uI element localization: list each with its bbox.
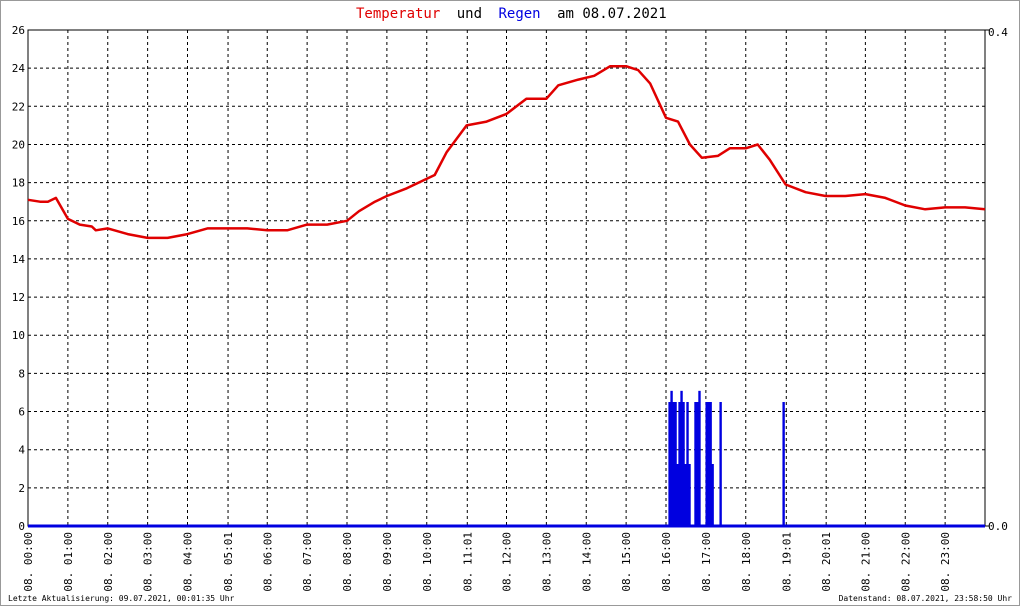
x-tick-label: 08. 01:00 [62, 532, 75, 592]
rain-bar [674, 402, 677, 526]
y-tick-label: 12 [12, 291, 25, 304]
x-tick-label: 08. 19:01 [780, 532, 793, 592]
y2-tick-label: 0.0 [988, 520, 1008, 533]
rain-bar [686, 402, 689, 526]
rain-bar [682, 402, 685, 526]
title-connector: und [457, 6, 482, 22]
y2-tick-label: 0.4 [988, 26, 1008, 39]
y-tick-label: 18 [12, 177, 25, 190]
rain-bar [696, 402, 699, 526]
x-tick-label: 08. 17:00 [700, 532, 713, 592]
x-tick-label: 08. 23:00 [939, 532, 952, 592]
footer-left: Letzte Aktualisierung: 09.07.2021, 00:01… [8, 594, 235, 603]
rain-bar [711, 464, 714, 526]
rain-bar [672, 402, 675, 526]
x-tick-label: 08. 14:00 [580, 532, 593, 592]
rain-bar [782, 402, 785, 526]
rain-bar [670, 390, 673, 526]
y-tick-label: 22 [12, 100, 25, 113]
x-tick-label: 08. 13:00 [540, 532, 553, 592]
title-suffix: am 08.07.2021 [557, 6, 667, 22]
x-tick-label: 08. 02:00 [102, 532, 115, 592]
temperature-line [27, 64, 986, 240]
footer-right: Datenstand: 08.07.2021, 23:58:50 Uhr [839, 594, 1013, 603]
rain-bar [707, 402, 710, 526]
x-tick-label: 08. 10:00 [421, 532, 434, 592]
rain-bar [719, 402, 722, 526]
x-tick-label: 08. 03:00 [142, 532, 155, 592]
x-tick-label: 08. 06:00 [261, 532, 274, 592]
x-tick-label: 08. 21:00 [859, 532, 872, 592]
x-tick-label: 08. 00:00 [22, 532, 35, 592]
y-tick-label: 14 [12, 253, 26, 266]
x-tick-label: 08. 05:01 [222, 532, 235, 592]
y-tick-label: 2 [18, 482, 25, 495]
y-tick-label: 16 [12, 215, 25, 228]
rain-bar [694, 402, 697, 526]
rain-bar [678, 402, 681, 526]
y-tick-label: 8 [18, 367, 25, 380]
chart-title: Temperatur und Regen am 08.07.2021 [356, 6, 667, 22]
rain-bar [709, 402, 712, 526]
x-tick-label: 08. 22:00 [899, 532, 912, 592]
title-series-1: Temperatur [356, 6, 440, 22]
x-tick-label: 08. 20:01 [820, 532, 833, 592]
rain-bar [668, 402, 671, 526]
y-tick-label: 6 [18, 406, 25, 419]
x-tick-label: 08. 16:00 [660, 532, 673, 592]
x-tick-label: 08. 04:00 [182, 532, 195, 592]
rain-bar [680, 390, 683, 526]
x-tick-label: 08. 08:00 [341, 532, 354, 592]
y-tick-label: 26 [12, 24, 25, 37]
y-tick-label: 4 [18, 444, 25, 457]
x-tick-label: 08. 07:00 [301, 532, 314, 592]
rain-bar [698, 390, 701, 526]
title-series-2: Regen [498, 6, 540, 22]
x-tick-label: 08. 15:00 [620, 532, 633, 592]
rain-bar [705, 402, 708, 526]
y-tick-label: 0 [18, 520, 25, 533]
x-tick-label: 08. 12:00 [501, 532, 514, 592]
x-tick-label: 08. 11:01 [461, 532, 474, 592]
y-tick-label: 24 [12, 62, 26, 75]
rain-bar [684, 464, 687, 526]
x-tick-label: 08. 09:00 [381, 532, 394, 592]
rain-bar [688, 464, 691, 526]
y-tick-label: 10 [12, 329, 25, 342]
y-tick-label: 20 [12, 138, 25, 151]
rain-bar [676, 464, 679, 526]
x-tick-label: 08. 18:00 [740, 532, 753, 592]
